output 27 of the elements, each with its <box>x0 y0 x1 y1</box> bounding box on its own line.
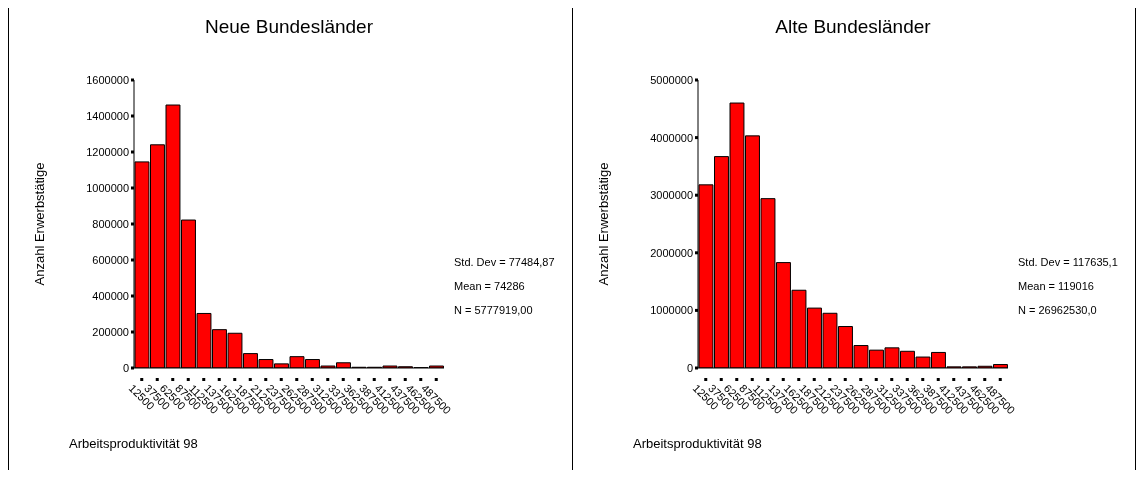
text: N = 26962530,0 <box>1018 303 1098 318</box>
y-tick-label: 600000 <box>92 253 129 266</box>
y-axis-title: Anzahl Erwerbstätige <box>595 162 611 286</box>
y-tick-label: 3000000 <box>650 189 693 202</box>
y-tick-label: 2000000 <box>650 246 693 259</box>
text: Std. Dev = 77484,87 <box>454 255 555 270</box>
y-tick-label: 4000000 <box>650 131 693 144</box>
text: Mean = 119016 <box>1018 279 1095 294</box>
chart-title: Neue Bundesländer <box>204 16 374 38</box>
text: Std. Dev = 117635,1 <box>1018 255 1118 270</box>
y-tick-label: 1200000 <box>86 145 129 158</box>
y-tick-label: 1000000 <box>86 181 129 194</box>
y-tick-label: 200000 <box>92 325 129 338</box>
x-axis-title: Arbeitsproduktivität 98 <box>69 436 198 451</box>
y-tick-label: 0 <box>122 361 129 374</box>
text: Mean = 74286 <box>454 279 526 294</box>
y-tick-label: 400000 <box>92 289 129 302</box>
y-axis-title: Anzahl Erwerbstätige <box>31 162 47 286</box>
y-tick-label: 0 <box>686 361 693 374</box>
y-tick-label: 5000000 <box>650 73 693 86</box>
chart-title: Alte Bundesländer <box>774 16 932 38</box>
text: N = 5777919,00 <box>454 303 534 318</box>
y-tick-label: 800000 <box>92 217 129 230</box>
y-tick-label: 1000000 <box>650 304 693 317</box>
y-tick-label: 1600000 <box>86 73 129 86</box>
x-axis-title: Arbeitsproduktivität 98 <box>633 436 762 451</box>
y-tick-label: 1400000 <box>86 109 129 122</box>
